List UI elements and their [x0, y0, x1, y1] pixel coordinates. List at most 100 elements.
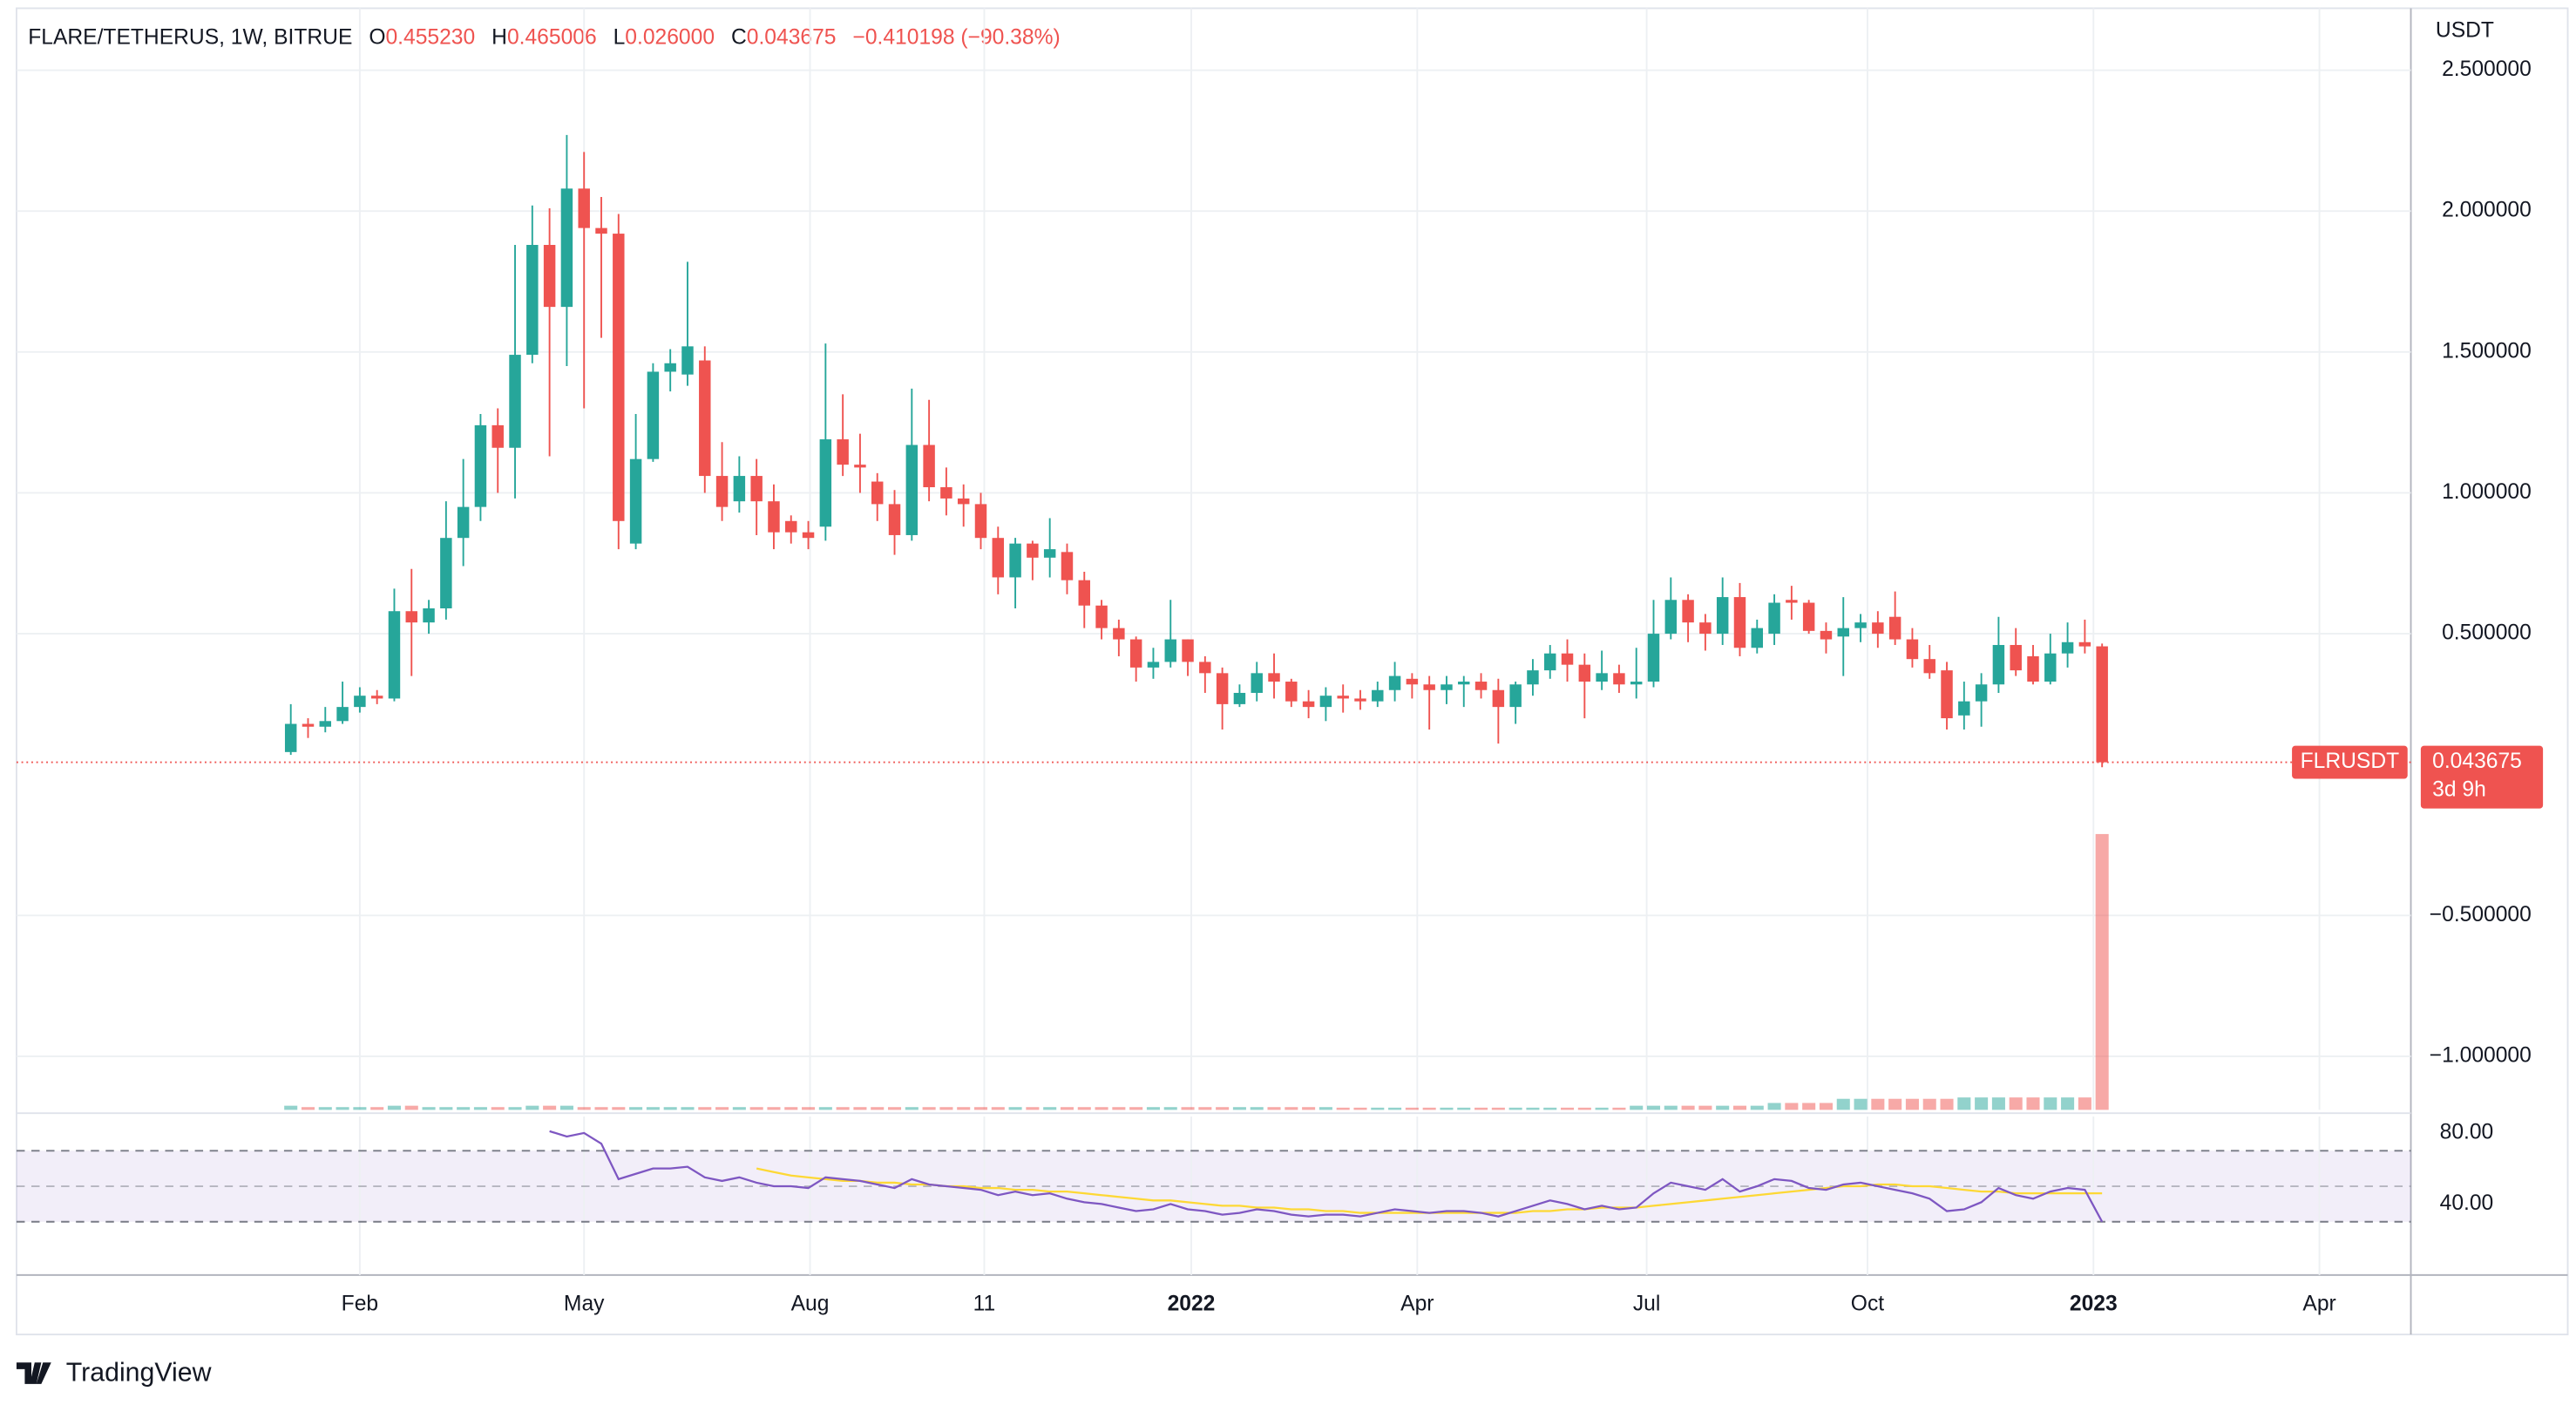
volume-bar [1216, 1107, 1230, 1110]
field-key: H [491, 25, 507, 49]
volume-bar [1353, 1107, 1367, 1110]
candle-body [560, 188, 573, 308]
volume-bar [1750, 1105, 1764, 1110]
candle-body [1682, 600, 1694, 623]
candle-body [1872, 622, 1884, 635]
candle-body [1009, 543, 1021, 578]
candle-body [2010, 645, 2022, 671]
candle-body [785, 520, 797, 533]
volume-bar [404, 1105, 418, 1110]
candle-body [905, 445, 919, 535]
candle-body [595, 227, 607, 234]
candle-body [457, 506, 470, 539]
candle-body [1630, 682, 1643, 685]
candle-body [1061, 552, 1074, 580]
y-tick-label: 2.500000 [2442, 58, 2532, 81]
volume-bar [559, 1105, 573, 1110]
volume-bar [767, 1107, 781, 1110]
candle-body [768, 501, 780, 533]
volume-bar [1991, 1097, 2005, 1110]
volume-bar [681, 1107, 695, 1110]
volume-bar [1767, 1103, 1781, 1110]
rsi-tick-label: 80.00 [2440, 1120, 2494, 1144]
candle-body [302, 723, 315, 727]
candle-body [923, 445, 935, 487]
volume-bar [749, 1107, 763, 1110]
candle-body [1199, 662, 1211, 674]
candle-body [370, 696, 383, 699]
volume-bar [818, 1107, 832, 1110]
volume-bar [1630, 1105, 1644, 1110]
candle-body [509, 355, 521, 448]
volume-bar [1285, 1107, 1298, 1110]
volume-bar [957, 1107, 971, 1110]
volume-bar [646, 1107, 660, 1110]
volume-bar [1732, 1105, 1747, 1110]
axis-unit: USDT [2436, 19, 2494, 43]
volume-bar [422, 1107, 436, 1110]
volume-bar [1250, 1107, 1264, 1110]
candle-body [1941, 670, 1953, 719]
volume-bar [1975, 1097, 1989, 1110]
candle-body [2096, 646, 2108, 763]
volume-bar [457, 1107, 471, 1110]
volume-bar [594, 1107, 608, 1110]
volume-bar [1336, 1107, 1350, 1110]
candle-body [543, 245, 556, 308]
field-key: L [613, 25, 626, 49]
volume-bar [2078, 1097, 2091, 1110]
volume-bar [1871, 1098, 1885, 1110]
candle-body [1596, 673, 1608, 682]
x-tick-label: May [564, 1292, 605, 1315]
volume-bar [1543, 1107, 1557, 1110]
volume-bar [1681, 1105, 1695, 1110]
candle-body [1544, 653, 1556, 671]
candle-body [405, 611, 417, 623]
volume-bar [2044, 1097, 2057, 1110]
candle-body [681, 346, 694, 375]
candle-body [1182, 639, 1194, 662]
volume-bar [1802, 1103, 1816, 1110]
candle-body [1043, 549, 1056, 558]
volume-bar [1232, 1107, 1246, 1110]
volume-bar [922, 1107, 936, 1110]
volume-bar [1440, 1107, 1454, 1110]
candle-body [871, 481, 884, 505]
candle-body [629, 458, 642, 544]
candle-body [1613, 673, 1625, 685]
candle-body [1975, 684, 1988, 702]
candle-body [699, 360, 711, 477]
volume-bar [439, 1107, 453, 1110]
candle-body [647, 371, 660, 459]
candle-body [491, 424, 504, 448]
candle-body [1474, 682, 1488, 690]
last-price-value: 0.043675 [2432, 750, 2522, 773]
candle-body [2061, 641, 2074, 654]
volume-bar [543, 1105, 557, 1110]
volume-bar [1716, 1105, 1730, 1110]
legend: FLARE/TETHERUS, 1W, BITRUE O0.455230 H0.46… [28, 25, 1060, 49]
candle-body [1388, 675, 1401, 690]
volume-bar [1457, 1107, 1471, 1110]
candle-body [1647, 634, 1660, 682]
volume-bar [1526, 1107, 1540, 1110]
candle-body [1113, 628, 1125, 640]
volume-bar [1129, 1107, 1143, 1110]
volume-bar [318, 1107, 332, 1110]
y-tick-label: 0.500000 [2442, 621, 2532, 645]
candle-body [1527, 670, 1539, 685]
volume-bar [387, 1105, 401, 1110]
volume-bar [715, 1107, 729, 1110]
candle-body [1906, 639, 1919, 660]
candle-body [837, 439, 849, 465]
x-tick-label: Aug [791, 1292, 830, 1315]
volume-bar [1095, 1107, 1108, 1110]
rsi-tick-label: 40.00 [2440, 1191, 2494, 1215]
x-tick-label: Apr [2302, 1292, 2335, 1315]
candle-body [1733, 597, 1746, 648]
field-value: 0.026000 [625, 25, 715, 49]
candle-body [1509, 684, 1522, 708]
volume-bar [1836, 1098, 1850, 1110]
change: −0.410198 (−90.38%) [852, 25, 1060, 49]
